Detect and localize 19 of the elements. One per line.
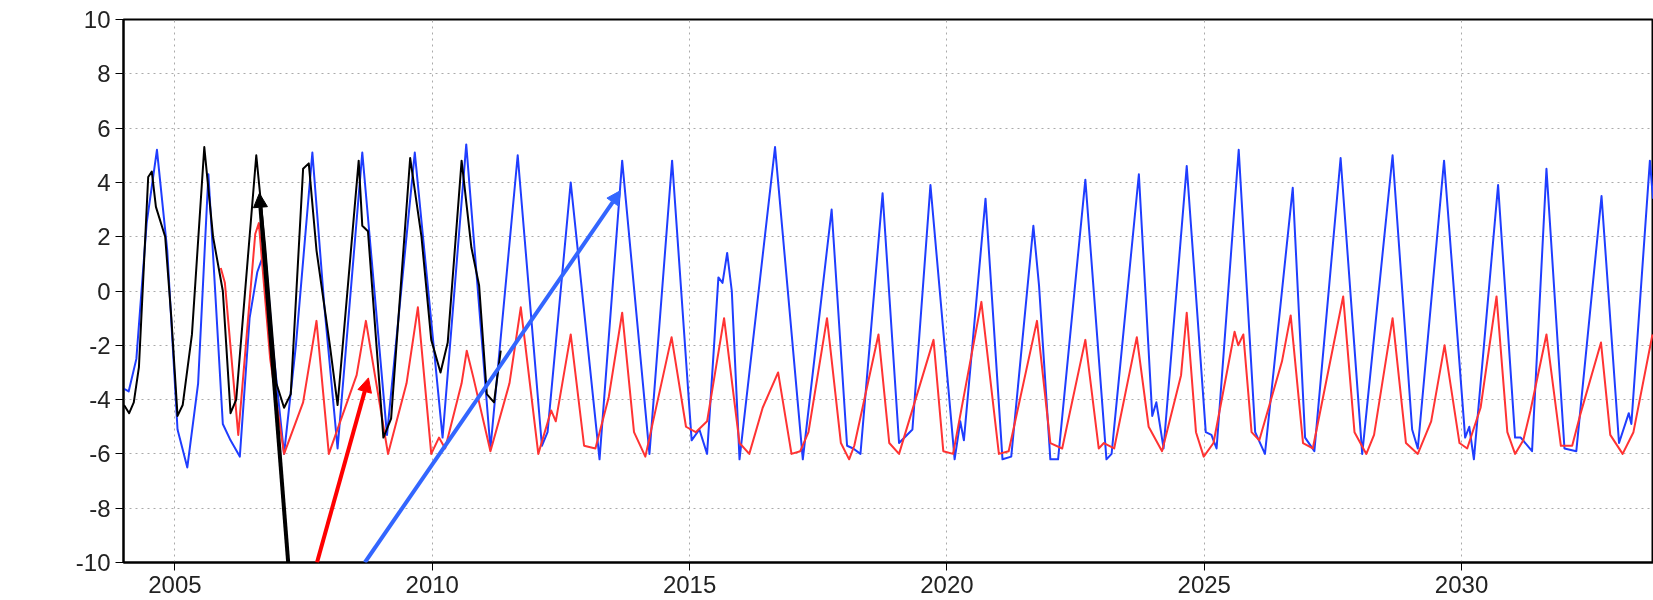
y-tick-label: 2 [97, 223, 111, 251]
y-tick-label: 8 [97, 60, 111, 88]
x-tick-label: 2015 [662, 570, 717, 598]
y-tick-label: 0 [97, 277, 111, 305]
y-tick-label: -4 [89, 386, 111, 414]
x-tick-label: 2025 [1177, 570, 1231, 598]
y-tick-label: 6 [97, 114, 111, 142]
y-tick-label: 4 [97, 168, 111, 196]
y-tick-label: -2 [89, 331, 111, 359]
x-tick-label: 2010 [405, 570, 459, 598]
line-series [123, 143, 1653, 469]
y-tick-label: -10 [75, 549, 111, 576]
x-tick-label: 2030 [1434, 570, 1489, 598]
x-tick-label: 2020 [920, 570, 974, 598]
y-tick-label: -6 [89, 440, 111, 468]
x-tick-label: 2005 [148, 570, 202, 598]
y-tick-label: 10 [83, 6, 111, 33]
line-series [219, 222, 1653, 461]
y-tick-label: -8 [89, 494, 111, 522]
